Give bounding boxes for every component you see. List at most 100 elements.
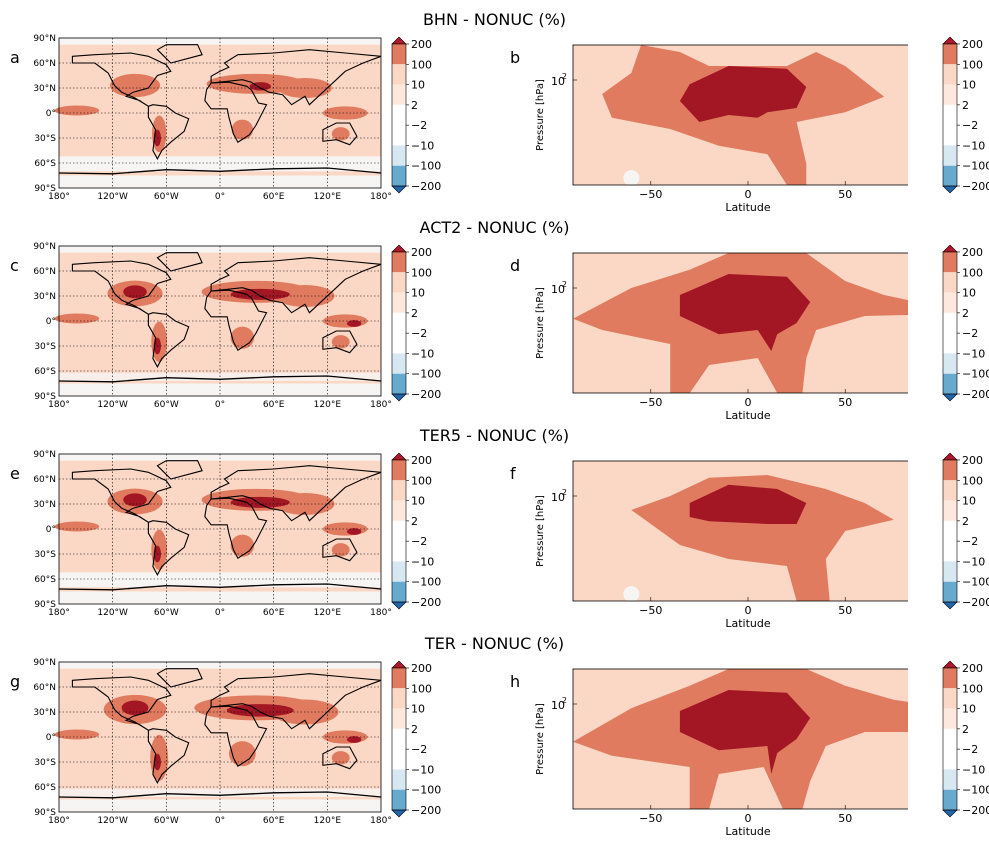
map-lon-label: 120°E <box>314 608 342 618</box>
row-title: TER5 - NONUC (%) <box>419 426 570 445</box>
map-panel-letter: c <box>10 256 19 275</box>
map-panel: 180° 120°W 60°W 0° 60°E 120°E 180° 90°N 60°N 30°N… <box>33 450 392 618</box>
zonal-y-axis-label: Pressure [hPa] <box>535 287 546 359</box>
map-lat-label: 60°S <box>34 575 56 585</box>
colorbar-segment <box>943 44 957 65</box>
zonal-panel-letter: b <box>510 48 521 67</box>
colorbar-tick-label: 100 <box>411 58 432 71</box>
colorbar-segment <box>392 64 406 85</box>
colorbar-tick-label: −2 <box>411 119 427 132</box>
zonal-colorbar: 200 100 10 2 −2 −10 −100 −200 <box>942 452 989 610</box>
colorbar-tick-label: 2 <box>411 723 418 736</box>
map-coastline <box>322 330 358 354</box>
map-lat-label: 30°S <box>34 758 56 768</box>
map-lon-label: 0° <box>215 400 225 410</box>
colorbar-extend-bottom <box>391 809 407 818</box>
zonal-y-tick-exponent: 2 <box>562 280 567 289</box>
colorbar-tick-label: 200 <box>962 454 983 467</box>
colorbar-segment <box>943 104 957 126</box>
map-panel-letter: g <box>10 672 21 691</box>
map-lon-label: 180° <box>48 192 70 202</box>
colorbar-segment <box>392 541 406 562</box>
colorbar-segment <box>943 84 957 105</box>
zonal-near-zero-patch <box>623 586 640 602</box>
zonal-near-zero-patch <box>623 170 640 186</box>
zonal-colorbar: 200 100 10 2 −2 −10 −100 −200 <box>942 244 989 402</box>
colorbar-tick-label: −200 <box>962 596 989 609</box>
colorbar-tick-label: −10 <box>411 555 434 568</box>
colorbar-segment <box>943 500 957 521</box>
map-lon-label: 0° <box>215 192 225 202</box>
map-lon-label: 60°E <box>263 400 285 410</box>
colorbar-segment <box>392 84 406 105</box>
colorbar-tick-label: 2 <box>411 99 418 112</box>
colorbar-segment <box>392 688 406 709</box>
map-lon-label: 120°W <box>97 400 128 410</box>
colorbar-tick-label: 200 <box>411 38 432 51</box>
map-lat-label: 60°S <box>34 159 56 169</box>
map-colorbar: 200 100 10 2 −2 −10 −100 −200 <box>391 36 441 194</box>
colorbar-tick-label: 10 <box>411 79 425 92</box>
map-core-eurasia <box>230 496 290 508</box>
map-lat-label: 60°N <box>33 475 56 485</box>
map-panel: 180° 120°W 60°W 0° 60°E 120°E 180° 90°N 60°N 30°N… <box>33 658 392 826</box>
colorbar-tick-label: 2 <box>411 515 418 528</box>
colorbar-segment <box>943 789 957 810</box>
map-coastline <box>147 312 190 368</box>
colorbar-tick-label: −200 <box>962 804 989 817</box>
colorbar-tick-label: 100 <box>962 58 983 71</box>
colorbar-tick-label: 100 <box>411 266 432 279</box>
colorbar-extend-top <box>942 452 958 461</box>
colorbar-extend-top <box>942 36 958 45</box>
colorbar-segment <box>392 44 406 65</box>
map-region-north-america <box>109 73 161 98</box>
zonal-y-axis-label: Pressure [hPa] <box>535 703 546 775</box>
colorbar-extend-bottom <box>942 601 958 610</box>
map-panel-letter: e <box>10 464 20 483</box>
map-region-maritime <box>322 106 368 120</box>
map-lat-label: 90°S <box>34 392 56 402</box>
map-coastline <box>156 668 203 688</box>
colorbar-segment <box>392 333 406 354</box>
colorbar-segment <box>392 165 406 186</box>
zonal-core-region <box>679 690 811 774</box>
map-lon-label: 120°E <box>314 192 342 202</box>
map-lat-label: 30°S <box>34 550 56 560</box>
zonal-y-axis-label: Pressure [hPa] <box>535 79 546 151</box>
colorbar-tick-label: 2 <box>962 723 969 736</box>
map-core-pacific <box>347 320 362 327</box>
map-coastline <box>71 52 172 107</box>
map-region-australia <box>331 127 350 141</box>
colorbar-tick-label: −10 <box>411 139 434 152</box>
map-lon-label: 120°W <box>97 816 128 826</box>
map-lon-label: 120°E <box>314 816 342 826</box>
figure-row: BHN - NONUC (%) a b 180° 120°W 60°W 0° 60°E 1… <box>0 10 989 218</box>
figure-row: ACT2 - NONUC (%) c d 180° 120°W 60°W 0° 60°E… <box>0 218 989 426</box>
map-lat-label: 90°N <box>33 658 56 668</box>
map-lat-label: 90°S <box>34 808 56 818</box>
colorbar-tick-label: 10 <box>411 703 425 716</box>
colorbar-tick-label: −100 <box>962 160 989 173</box>
map-region-pacific <box>54 105 100 116</box>
map-coastline <box>322 746 358 770</box>
colorbar-segment <box>943 125 957 146</box>
map-frame <box>58 661 382 813</box>
colorbar-tick-label: 200 <box>962 246 983 259</box>
zonal-colorbar: 200 100 10 2 −2 −10 −100 −200 <box>942 660 989 818</box>
map-coastline <box>210 49 382 106</box>
map-lat-label: 90°N <box>33 450 56 460</box>
colorbar-tick-label: −100 <box>962 368 989 381</box>
colorbar-tick-label: 10 <box>962 703 976 716</box>
colorbar-tick-label: −2 <box>962 119 978 132</box>
map-lat-label: 0° <box>46 525 56 535</box>
zonal-x-tick-label: 50 <box>838 604 852 617</box>
row-title: BHN - NONUC (%) <box>422 10 567 29</box>
colorbar-segment <box>392 769 406 790</box>
map-coastline <box>156 44 203 64</box>
colorbar-tick-label: −10 <box>411 763 434 776</box>
zonal-x-tick-label: −50 <box>639 812 662 825</box>
map-lon-label: 120°E <box>314 400 342 410</box>
map-lon-label: 180° <box>48 608 70 618</box>
colorbar-tick-label: −2 <box>411 535 427 548</box>
map-lon-label: 0° <box>215 608 225 618</box>
